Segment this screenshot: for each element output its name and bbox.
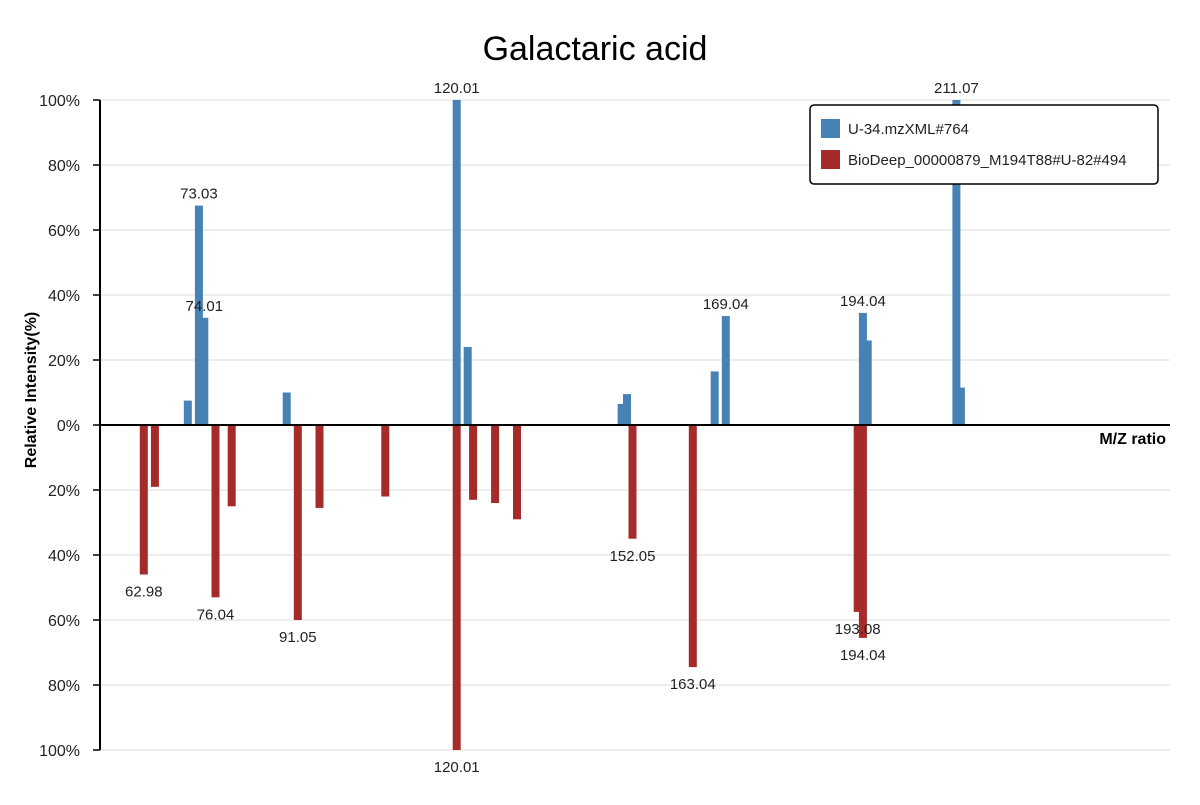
y-tick-label: 60% xyxy=(48,223,80,240)
query-peak-bar xyxy=(956,387,965,425)
reference-peak-bar xyxy=(381,425,390,497)
reference-peak-bar xyxy=(628,425,637,539)
peak-label: 169.04 xyxy=(703,296,749,313)
peak-label: 211.07 xyxy=(934,80,979,97)
peak-label: 163.04 xyxy=(670,676,716,693)
peak-label: 120.01 xyxy=(434,80,480,97)
query-peak-bar xyxy=(721,316,730,425)
query-peak-bar xyxy=(710,371,719,425)
reference-peak-bar xyxy=(853,425,862,612)
y-axis-title: Relative Intensity(%) xyxy=(23,312,40,468)
bars-layer xyxy=(139,100,965,750)
legend-swatch-series-1 xyxy=(821,119,840,138)
query-peak-bar xyxy=(452,100,461,425)
y-tick-label: 100% xyxy=(39,743,80,760)
peak-label: 194.04 xyxy=(840,293,886,310)
reference-peak-bar xyxy=(858,425,867,638)
x-axis-title: M/Z ratio xyxy=(1099,431,1166,448)
y-tick-label: 20% xyxy=(48,483,80,500)
reference-peak-bar xyxy=(227,425,236,507)
reference-peak-bar xyxy=(491,425,500,503)
y-tick-label: 60% xyxy=(48,613,80,630)
reference-peak-bar xyxy=(315,425,324,508)
reference-peak-bar xyxy=(211,425,220,598)
y-tick-label: 40% xyxy=(48,288,80,305)
y-tick-label: 80% xyxy=(48,158,80,175)
chart-title: Galactaric acid xyxy=(483,30,708,68)
peak-label: 91.05 xyxy=(279,629,317,646)
peak-label: 120.01 xyxy=(434,759,480,776)
peak-label: 62.98 xyxy=(125,584,163,601)
peak-label: 73.03 xyxy=(180,186,218,203)
peak-label: 194.04 xyxy=(840,647,886,664)
query-peak-bar xyxy=(463,347,472,425)
y-tick-label: 0% xyxy=(57,418,80,435)
peak-label: 193.08 xyxy=(835,621,881,638)
query-peak-bar xyxy=(623,394,631,425)
reference-peak-bar xyxy=(452,425,461,750)
query-peak-bar xyxy=(282,392,291,425)
reference-peak-bar xyxy=(293,425,302,620)
legend-box xyxy=(809,104,1159,185)
query-peak-bar xyxy=(194,205,203,425)
reference-peak-bar xyxy=(139,425,148,575)
axes-layer: 100% 80% 60% 40% 20% 0% 20% 40% 60% 80% 100% xyxy=(39,93,1170,760)
reference-peak-bar xyxy=(688,425,697,668)
peak-label: 76.04 xyxy=(197,606,235,623)
legend: U-34.mzXML#764 BioDeep_00000879_M194T88#… xyxy=(809,104,1159,185)
reference-peak-bar xyxy=(513,425,521,520)
y-tick-label: 100% xyxy=(39,93,80,110)
peak-label: 152.05 xyxy=(610,548,656,565)
y-tick-label: 80% xyxy=(48,678,80,695)
y-tick-label: 20% xyxy=(48,353,80,370)
legend-swatch-series-2 xyxy=(821,150,840,169)
query-peak-bar xyxy=(952,100,961,425)
query-peak-bar xyxy=(200,317,209,426)
reference-peak-bar xyxy=(469,425,478,500)
legend-label-series-2: BioDeep_00000879_M194T88#U-82#494 xyxy=(848,152,1127,169)
query-peak-bar xyxy=(863,340,872,425)
query-peak-bar xyxy=(617,403,626,425)
query-peak-bar xyxy=(183,400,192,425)
peak-label: 74.01 xyxy=(186,298,224,315)
legend-label-series-1: U-34.mzXML#764 xyxy=(848,121,969,138)
reference-peak-bar xyxy=(150,425,159,487)
peak-labels-layer: 73.03 74.01 120.01 169.04 194.04 211.07 62.98 7… xyxy=(125,80,979,776)
y-tick-label: 40% xyxy=(48,548,80,565)
query-peak-bar xyxy=(858,312,867,425)
